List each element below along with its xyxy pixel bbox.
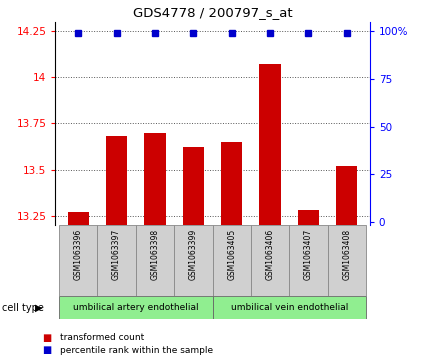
Bar xyxy=(59,296,212,319)
Text: GSM1063405: GSM1063405 xyxy=(227,229,236,280)
Bar xyxy=(221,142,242,225)
Text: umbilical artery endothelial: umbilical artery endothelial xyxy=(73,303,198,312)
Bar xyxy=(298,210,319,225)
Text: GSM1063406: GSM1063406 xyxy=(266,229,275,280)
Text: transformed count: transformed count xyxy=(60,333,144,342)
Text: ■: ■ xyxy=(42,345,52,355)
Bar xyxy=(289,225,328,296)
Bar xyxy=(136,225,174,296)
Text: GSM1063398: GSM1063398 xyxy=(150,229,159,280)
Bar xyxy=(68,212,89,225)
Bar xyxy=(59,225,97,296)
Bar xyxy=(260,64,280,225)
Text: cell type: cell type xyxy=(2,303,44,313)
Bar xyxy=(212,296,366,319)
Bar xyxy=(183,147,204,225)
Text: GSM1063407: GSM1063407 xyxy=(304,229,313,280)
Text: ▶: ▶ xyxy=(35,303,42,313)
Bar xyxy=(174,225,212,296)
Text: umbilical vein endothelial: umbilical vein endothelial xyxy=(230,303,348,312)
Bar xyxy=(97,225,136,296)
Text: GSM1063408: GSM1063408 xyxy=(342,229,351,280)
Text: GSM1063399: GSM1063399 xyxy=(189,229,198,280)
Title: GDS4778 / 200797_s_at: GDS4778 / 200797_s_at xyxy=(133,6,292,19)
Bar xyxy=(144,132,165,225)
Text: ■: ■ xyxy=(42,333,52,343)
Bar xyxy=(212,225,251,296)
Bar xyxy=(251,225,289,296)
Text: percentile rank within the sample: percentile rank within the sample xyxy=(60,346,212,355)
Bar xyxy=(106,136,127,225)
Text: GSM1063396: GSM1063396 xyxy=(74,229,83,280)
Bar xyxy=(336,166,357,225)
Text: GSM1063397: GSM1063397 xyxy=(112,229,121,280)
Bar xyxy=(328,225,366,296)
